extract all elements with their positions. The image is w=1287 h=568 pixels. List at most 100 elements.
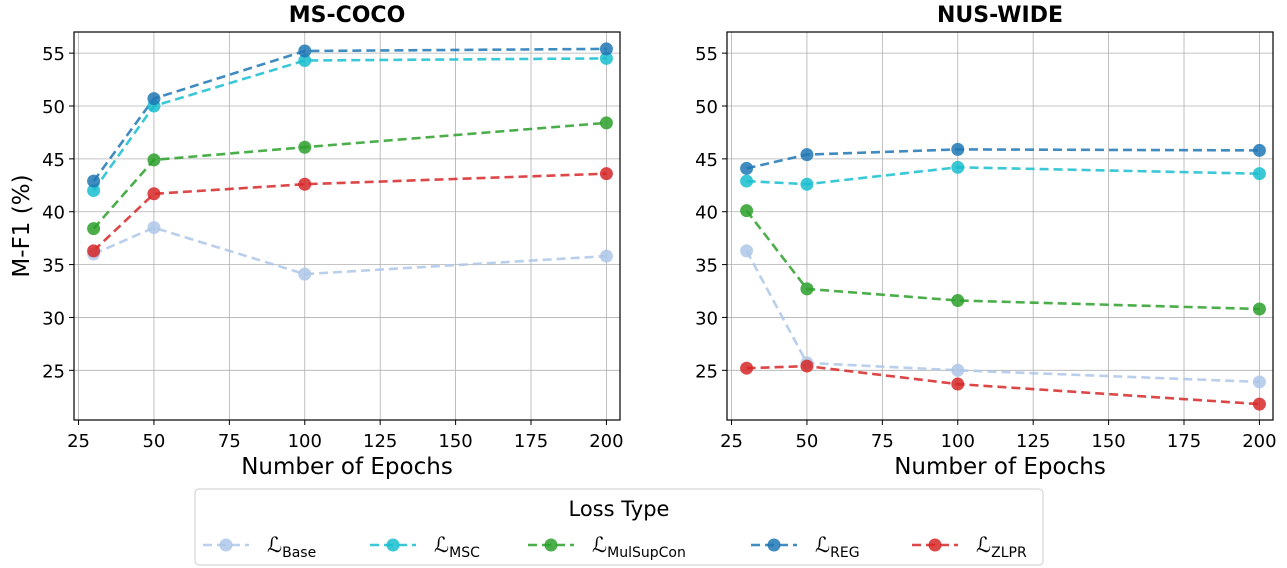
series-line-msc <box>92 57 607 192</box>
y-tick-label: 35 <box>695 256 718 277</box>
legend-entry-reg: ℒREG <box>751 533 860 561</box>
plot-frame <box>726 31 1274 421</box>
x-tick-label: 100 <box>941 431 975 452</box>
chart-title: MS-COCO <box>289 3 406 28</box>
x-tick-labels: 25 50 75 100 125 150 175 200 <box>67 420 624 452</box>
legend: Loss Type ℒBase ℒMSC ℒMulSupCon ℒREG ℒZLPR <box>194 488 1044 566</box>
series-points <box>87 42 613 281</box>
x-axis-label: Number of Epochs <box>894 454 1106 480</box>
data-point-mulsupcon <box>800 282 814 296</box>
y-tick-label: 25 <box>695 361 718 382</box>
data-point-msc <box>599 51 613 65</box>
data-point-zlpr <box>87 244 101 258</box>
data-point-mulsupcon <box>147 153 161 167</box>
series-line-base <box>93 226 607 276</box>
data-point-msc <box>1252 167 1266 181</box>
x-tick-label: 25 <box>67 431 90 452</box>
data-point-mulsupcon <box>1252 302 1266 316</box>
series-line-zlpr <box>92 172 607 252</box>
y-tick-labels: 25 30 35 40 45 50 55 <box>695 44 727 382</box>
data-point-mulsupcon <box>298 140 312 154</box>
legend-marker <box>386 538 400 552</box>
data-point-base <box>740 244 754 258</box>
series-points <box>740 142 1266 411</box>
x-tick-label: 175 <box>1167 431 1201 452</box>
data-point-reg <box>800 148 814 162</box>
data-point-reg <box>147 92 161 106</box>
data-point-base <box>147 221 161 235</box>
y-tick-label: 35 <box>42 256 65 277</box>
x-tick-label: 25 <box>720 431 743 452</box>
legend-title: Loss Type <box>569 497 670 521</box>
x-tick-label: 175 <box>514 431 548 452</box>
y-tick-label: 50 <box>695 97 718 118</box>
legend-marker <box>928 538 942 552</box>
data-point-base <box>951 363 965 377</box>
legend-label: ℒREG <box>815 533 860 561</box>
x-gridlines <box>731 32 1260 420</box>
x-tick-label: 125 <box>363 431 397 452</box>
series-line-base <box>745 250 1260 384</box>
data-point-msc <box>951 160 965 174</box>
series-lines <box>745 148 1260 406</box>
data-point-msc <box>740 174 754 188</box>
y-tick-label: 30 <box>42 308 65 329</box>
y-gridlines <box>727 52 1273 371</box>
data-point-mulsupcon <box>740 204 754 218</box>
data-point-reg <box>951 142 965 156</box>
data-point-zlpr <box>800 359 814 373</box>
data-point-msc <box>298 54 312 68</box>
legend-marker <box>219 538 233 552</box>
x-tick-label: 150 <box>1091 431 1125 452</box>
y-tick-label: 45 <box>42 150 65 171</box>
y-tick-label: 45 <box>695 150 718 171</box>
x-tick-label: 200 <box>589 431 623 452</box>
y-tick-labels: 25 30 35 40 45 50 55 <box>42 44 74 382</box>
panel-ms-coco: MS-COCO 25 30 35 40 45 50 55 25 50 75 100 125 150 17… <box>9 3 624 480</box>
series-line-mulsupcon <box>745 209 1260 311</box>
data-point-reg <box>1252 143 1266 157</box>
series-lines <box>92 47 607 276</box>
legend-entry-base: ℒBase <box>203 533 316 561</box>
legend-marker <box>544 538 558 552</box>
legend-label: ℒMSC <box>434 533 480 561</box>
x-tick-label: 100 <box>288 431 322 452</box>
series-line-msc <box>746 165 1260 186</box>
y-axis-label: M-F1 (%) <box>9 174 35 277</box>
y-tick-label: 30 <box>695 308 718 329</box>
x-tick-labels: 25 50 75 100 125 150 175 200 <box>720 420 1277 452</box>
y-tick-label: 55 <box>695 44 718 65</box>
data-point-zlpr <box>740 361 754 375</box>
legend-entry-mulsupcon: ℒMulSupCon <box>528 533 686 561</box>
data-point-base <box>298 267 312 281</box>
y-tick-label: 25 <box>42 361 65 382</box>
y-tick-label: 40 <box>42 203 65 224</box>
series-line-reg <box>746 148 1260 170</box>
data-point-reg <box>87 174 101 188</box>
data-point-base <box>599 249 613 263</box>
data-point-reg <box>599 42 613 56</box>
series-line-mulsupcon <box>92 121 607 230</box>
x-tick-label: 200 <box>1242 431 1276 452</box>
data-point-base <box>1252 375 1266 389</box>
data-point-msc <box>87 184 101 198</box>
y-tick-label: 40 <box>695 203 718 224</box>
y-tick-label: 50 <box>42 97 65 118</box>
data-point-mulsupcon <box>599 116 613 130</box>
data-point-reg <box>740 161 754 175</box>
x-tick-label: 50 <box>795 431 818 452</box>
data-point-mulsupcon <box>951 294 965 308</box>
data-point-zlpr <box>951 377 965 391</box>
data-point-zlpr <box>147 187 161 201</box>
x-axis-label: Number of Epochs <box>241 454 453 480</box>
plot-frame <box>73 31 621 421</box>
legend-entry-zlpr: ℒZLPR <box>912 533 1027 561</box>
data-point-msc <box>800 177 814 191</box>
data-point-mulsupcon <box>87 222 101 236</box>
x-tick-label: 75 <box>218 431 241 452</box>
legend-label: ℒZLPR <box>976 533 1027 561</box>
data-point-zlpr <box>298 177 312 191</box>
chart-title: NUS-WIDE <box>937 3 1063 28</box>
legend-entry-msc: ℒMSC <box>370 533 480 561</box>
